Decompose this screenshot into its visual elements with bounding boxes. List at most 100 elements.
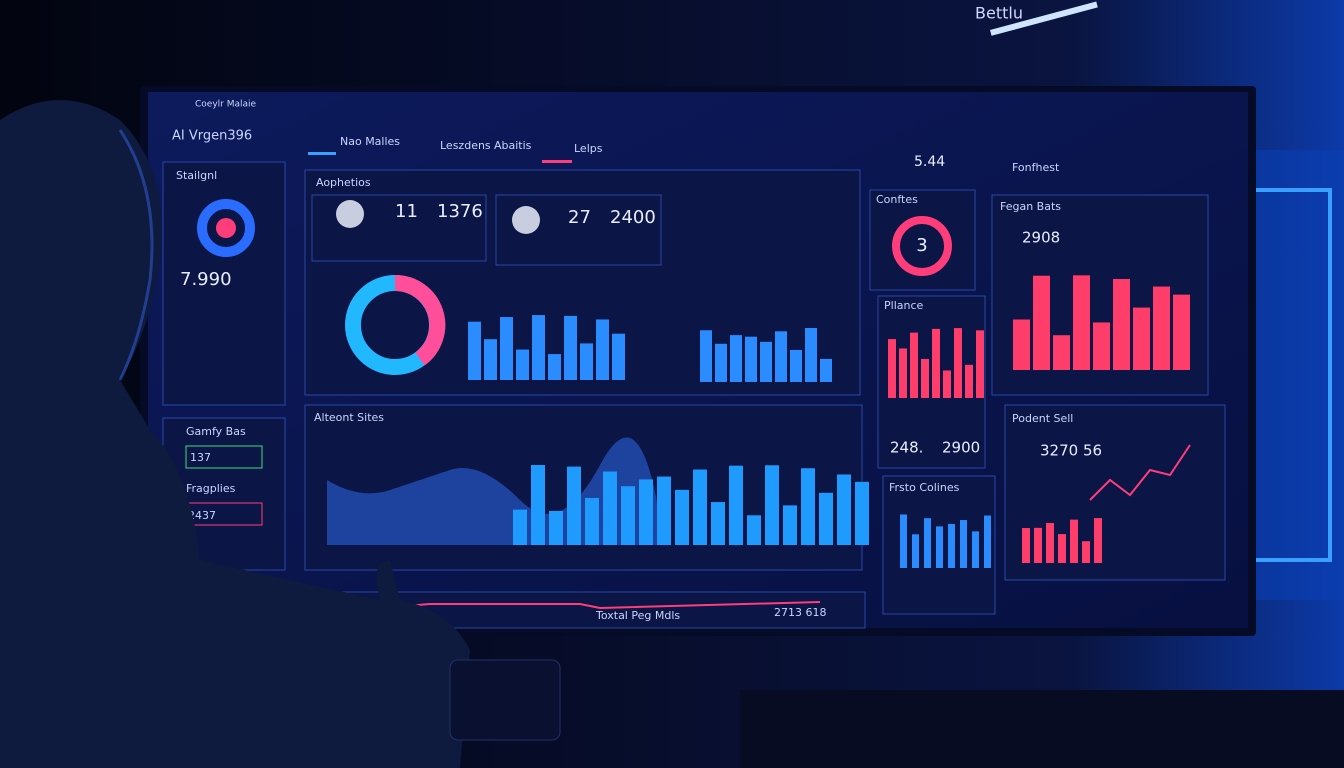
bar (745, 336, 757, 382)
bar (549, 510, 563, 545)
bar (765, 465, 779, 545)
bar (639, 479, 653, 545)
gauge (892, 216, 952, 276)
stat: 2900 (942, 439, 980, 457)
window-title: Coeylr Malaie (195, 100, 257, 110)
ceiling-light (989, 1, 1098, 36)
sidebar-value: 7.990 (180, 269, 232, 290)
section-box (185, 445, 263, 469)
avatar (512, 206, 540, 234)
tab[interactable]: Nao Malles (340, 135, 400, 148)
bar (936, 526, 943, 568)
bar (500, 317, 513, 380)
bars (513, 465, 869, 545)
panel-value: 2908 (1022, 229, 1060, 247)
gauge-title: Conftes (876, 193, 918, 206)
person-rim (118, 129, 154, 381)
bar (700, 330, 712, 382)
bar (965, 364, 973, 398)
bar (1070, 519, 1078, 563)
bar (1022, 528, 1030, 563)
bar (1094, 518, 1102, 563)
brand: AI Vrgen396 (172, 129, 252, 144)
panel-title: Fegan Bats (1000, 200, 1061, 213)
tab[interactable]: Abaitis (494, 139, 532, 152)
tabs: Nao Malles Leszdens Abaitis Lelps (340, 135, 603, 155)
right-title: Fonfhest (1012, 161, 1060, 174)
bar (585, 497, 599, 545)
bars (888, 328, 984, 398)
bar (932, 328, 940, 398)
bar (468, 321, 481, 380)
bar (921, 358, 929, 398)
bar (760, 341, 772, 382)
avatar (336, 200, 364, 228)
bars (1013, 275, 1190, 370)
bar (596, 319, 609, 380)
bar (790, 349, 802, 382)
bar (972, 531, 979, 568)
bar (888, 339, 896, 398)
bar (976, 330, 984, 398)
tab-underline (542, 160, 572, 163)
stat: 27 (568, 207, 591, 228)
bar (1073, 275, 1090, 370)
clock: 5.44 (914, 154, 945, 170)
bar (1046, 523, 1054, 563)
bar (1013, 319, 1030, 370)
bar (943, 370, 951, 398)
bar (1113, 279, 1130, 370)
bar (715, 343, 727, 382)
gauge-value: 3 (916, 235, 927, 256)
stat: 248. (890, 439, 923, 457)
bar (783, 505, 797, 545)
bar (900, 514, 907, 568)
bar (954, 328, 962, 398)
tab-underline (308, 152, 336, 155)
ring-arc (394, 274, 446, 366)
bar (1034, 527, 1042, 563)
footer-text: Toxtal Peg Mdls (595, 609, 680, 622)
panel-value: 3270 56 (1040, 442, 1102, 460)
bar (548, 354, 561, 380)
bar (805, 328, 817, 382)
bar (580, 343, 593, 380)
bar (693, 469, 707, 545)
desk (740, 690, 1344, 768)
bar (513, 509, 527, 545)
tab[interactable]: Leszdens (440, 139, 491, 152)
bar (484, 339, 497, 380)
bar (567, 466, 581, 545)
bars (468, 315, 832, 382)
bar (621, 486, 635, 545)
bar (775, 331, 787, 382)
panel-title: Pllance (884, 299, 924, 312)
footer-text: 2713 618 (774, 606, 827, 619)
bar (1058, 534, 1066, 563)
bar (820, 358, 832, 382)
bar (960, 520, 967, 568)
tab[interactable]: Lelps (574, 142, 603, 155)
donut-core (216, 218, 236, 238)
bar (603, 471, 617, 545)
sidebar-title: Stailgnl (176, 169, 217, 182)
bar (899, 348, 907, 398)
section-value: 2437 (188, 509, 216, 522)
bar (1153, 286, 1170, 370)
bar (531, 465, 545, 545)
bar (1173, 294, 1190, 370)
bar (612, 333, 625, 380)
bars (1022, 518, 1102, 563)
bar (984, 515, 991, 568)
lower-title: Alteont Sites (314, 411, 384, 424)
bar (1033, 275, 1050, 370)
stat: 1376 (437, 201, 483, 222)
bars (900, 514, 991, 568)
bar (924, 518, 931, 568)
bar (855, 481, 869, 545)
bar (657, 476, 671, 545)
bar (564, 315, 577, 380)
bar (948, 523, 955, 568)
bar (729, 465, 743, 545)
